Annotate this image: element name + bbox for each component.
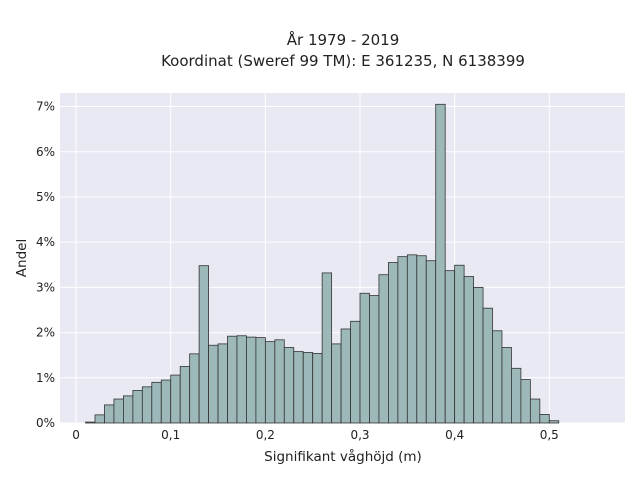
- histogram-bar: [359, 292, 370, 424]
- x-axis-ticks: 0 0,1 0,2 0,3 0,4 0,5: [72, 428, 559, 442]
- histogram-bar: [264, 341, 276, 424]
- histogram-bar: [94, 414, 105, 424]
- histogram-bar: [274, 339, 285, 424]
- y-tick-label: 2%: [36, 326, 55, 340]
- histogram-bar: [217, 343, 228, 424]
- histogram-bar: [208, 344, 219, 424]
- histogram-bar: [369, 295, 380, 424]
- histogram-bar: [151, 381, 162, 424]
- x-tick-label: 0,3: [350, 428, 369, 442]
- histogram-bar: [302, 352, 314, 424]
- histogram-bars: [85, 103, 560, 424]
- histogram-bar: [378, 274, 389, 424]
- chart-title-line2: Koordinat (Sweref 99 TM): E 361235, N 61…: [161, 52, 525, 70]
- x-tick-label: 0,5: [540, 428, 559, 442]
- histogram-bar: [312, 352, 323, 424]
- x-tick-label: 0,1: [161, 428, 180, 442]
- histogram-bar: [511, 367, 522, 424]
- y-tick-label: 0%: [36, 416, 55, 430]
- histogram-bar: [293, 351, 304, 424]
- histogram-bar: [406, 254, 418, 424]
- histogram-bar: [473, 286, 484, 424]
- y-tick-label: 5%: [36, 190, 55, 204]
- histogram-bar: [501, 347, 512, 424]
- histogram-bar: [189, 353, 200, 424]
- histogram-bar: [246, 336, 257, 424]
- histogram-bar: [539, 414, 550, 424]
- chart-title-line1: År 1979 - 2019: [287, 30, 400, 49]
- y-tick-label: 7%: [36, 100, 55, 114]
- x-axis-label: Signifikant våghöjd (m): [264, 448, 422, 465]
- histogram-bar: [454, 264, 465, 424]
- histogram-bar: [482, 307, 493, 424]
- histogram-bar: [444, 270, 456, 424]
- histogram-bar: [170, 374, 181, 424]
- histogram-bar: [548, 420, 560, 424]
- histogram-bar: [113, 398, 124, 424]
- histogram-bar: [198, 265, 209, 424]
- y-axis-ticks: 0% 1% 2% 3% 4% 5% 6% 7%: [36, 100, 55, 430]
- histogram-bar: [321, 272, 333, 424]
- histogram-bar: [340, 328, 351, 424]
- histogram-bar: [85, 421, 96, 424]
- x-tick-label: 0,2: [256, 428, 275, 442]
- y-axis-label: Andel: [14, 239, 30, 277]
- histogram-bar: [463, 276, 474, 424]
- histogram-bar: [160, 379, 172, 424]
- histogram-bar: [388, 262, 399, 424]
- x-tick-label: 0,4: [445, 428, 464, 442]
- histogram-bar: [435, 103, 446, 424]
- histogram-bar: [331, 343, 342, 424]
- histogram-bar: [141, 386, 153, 424]
- grid: [60, 93, 625, 424]
- y-tick-label: 4%: [36, 235, 55, 249]
- histogram-bar: [520, 379, 531, 424]
- x-tick-label: 0: [72, 428, 80, 442]
- histogram-bar: [179, 366, 191, 424]
- histogram-bar: [350, 320, 361, 424]
- histogram-bar: [236, 335, 247, 424]
- histogram-bar: [227, 335, 238, 424]
- histogram-bar: [283, 347, 295, 424]
- histogram-bar: [104, 404, 115, 424]
- histogram-bar: [425, 260, 437, 424]
- y-tick-label: 6%: [36, 145, 55, 159]
- histogram-bar: [123, 395, 134, 424]
- histogram-bar: [529, 398, 541, 424]
- histogram-bar: [492, 330, 503, 424]
- histogram-bar: [255, 337, 266, 424]
- y-tick-label: 3%: [36, 280, 55, 294]
- histogram-bar: [397, 256, 408, 424]
- y-tick-label: 1%: [36, 371, 55, 385]
- histogram-bar: [416, 255, 427, 424]
- histogram-bar: [132, 390, 143, 424]
